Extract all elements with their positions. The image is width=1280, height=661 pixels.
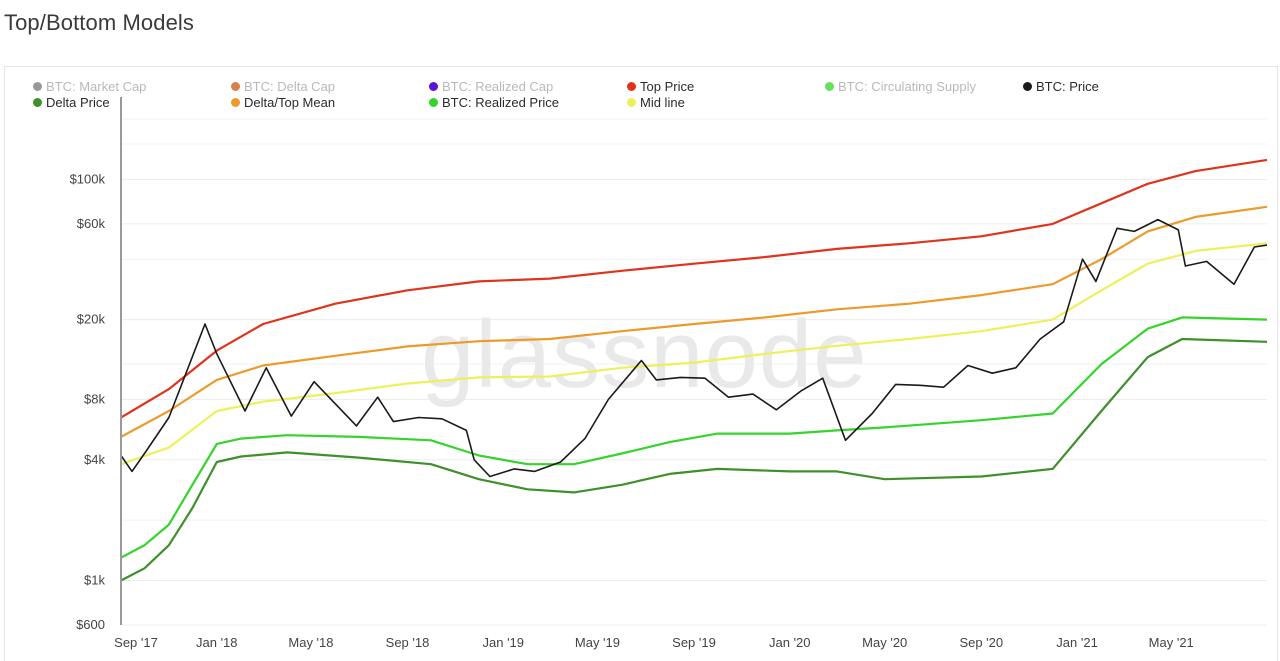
legend-label: BTC: Realized Cap xyxy=(442,79,554,94)
legend-label: Mid line xyxy=(640,95,685,110)
y-tick-labels: $600 $1k $4k $8k $20k $60k $100k xyxy=(70,171,106,632)
legend: BTC: Market Cap BTC: Delta Cap BTC: Realiz… xyxy=(5,67,1280,117)
x-tick-label: Sep '19 xyxy=(672,635,716,650)
y-tick-label: $600 xyxy=(76,617,105,632)
x-tick-label: Sep '20 xyxy=(959,635,1003,650)
x-tick-label: Jan '18 xyxy=(196,635,238,650)
x-tick-labels: Sep '17 Jan '18 May '18 Sep '18 Jan '19 May '… xyxy=(114,635,1194,650)
legend-label: Delta Price xyxy=(46,95,110,110)
y-tick-label: $1k xyxy=(84,573,105,588)
series-line-top-price[interactable] xyxy=(120,158,1268,419)
legend-dot-icon xyxy=(429,82,438,91)
y-tick-label: $100k xyxy=(70,171,106,186)
x-tick-label: Jan '19 xyxy=(483,635,525,650)
legend-item-btc-circulating-supply[interactable]: BTC: Circulating Supply xyxy=(825,79,976,94)
legend-dot-icon xyxy=(231,98,240,107)
legend-item-btc-market-cap[interactable]: BTC: Market Cap xyxy=(33,79,146,94)
legend-dot-icon xyxy=(429,98,438,107)
legend-item-btc-realized-price[interactable]: BTC: Realized Price xyxy=(429,95,559,110)
series-line-mid-line[interactable] xyxy=(120,242,1268,466)
x-tick-label: May '20 xyxy=(862,635,907,650)
legend-dot-icon xyxy=(33,98,42,107)
x-tick-label: May '21 xyxy=(1149,635,1194,650)
legend-label: BTC: Circulating Supply xyxy=(838,79,976,94)
x-tick-label: May '18 xyxy=(288,635,333,650)
chart-panel: glassnode $600 $1k $4k $8k $20k $60k $100k Sep… xyxy=(4,66,1278,661)
page-title: Top/Bottom Models xyxy=(4,10,195,35)
legend-label: Top Price xyxy=(640,79,695,94)
x-tick-label: Sep '18 xyxy=(386,635,430,650)
legend-dot-icon xyxy=(825,82,834,91)
legend-dot-icon xyxy=(33,82,42,91)
legend-label: Delta/Top Mean xyxy=(244,95,336,110)
legend-item-btc-delta-cap[interactable]: BTC: Delta Cap xyxy=(231,79,335,94)
grid-lines xyxy=(121,118,1267,626)
y-tick-label: $8k xyxy=(84,391,105,406)
x-tick-label: May '19 xyxy=(575,635,620,650)
chart-svg[interactable]: glassnode $600 $1k $4k $8k $20k $60k $100k Sep… xyxy=(5,67,1277,661)
legend-dot-icon xyxy=(627,82,636,91)
x-tick-label: Sep '17 xyxy=(114,635,158,650)
series-line-delta-top-mean[interactable] xyxy=(120,205,1268,438)
legend-dot-icon xyxy=(1023,82,1032,91)
legend-dot-icon xyxy=(231,82,240,91)
legend-label: BTC: Delta Cap xyxy=(244,79,336,94)
legend-item-top-price[interactable]: Top Price xyxy=(627,79,694,94)
legend-item-delta-price[interactable]: Delta Price xyxy=(33,95,110,110)
y-tick-label: $20k xyxy=(77,312,106,327)
x-tick-label: Jan '20 xyxy=(769,635,811,650)
legend-label: BTC: Market Cap xyxy=(46,79,147,94)
legend-item-btc-price[interactable]: BTC: Price xyxy=(1023,79,1099,94)
y-tick-label: $60k xyxy=(77,216,106,231)
series-line-btc-realized-price[interactable] xyxy=(120,316,1268,559)
legend-dot-icon xyxy=(627,98,636,107)
legend-item-delta-top-mean[interactable]: Delta/Top Mean xyxy=(231,95,335,110)
series-line-delta-price[interactable] xyxy=(120,337,1268,582)
watermark-text: glassnode xyxy=(421,301,868,408)
x-tick-label: Jan '21 xyxy=(1056,635,1098,650)
legend-label: BTC: Realized Price xyxy=(442,95,560,110)
series-lines xyxy=(120,158,1268,582)
legend-item-mid-line[interactable]: Mid line xyxy=(627,95,685,110)
y-tick-label: $4k xyxy=(84,452,105,467)
legend-item-btc-realized-cap[interactable]: BTC: Realized Cap xyxy=(429,79,553,94)
legend-label: BTC: Price xyxy=(1036,79,1099,94)
series-line-btc-price[interactable] xyxy=(120,218,1268,478)
